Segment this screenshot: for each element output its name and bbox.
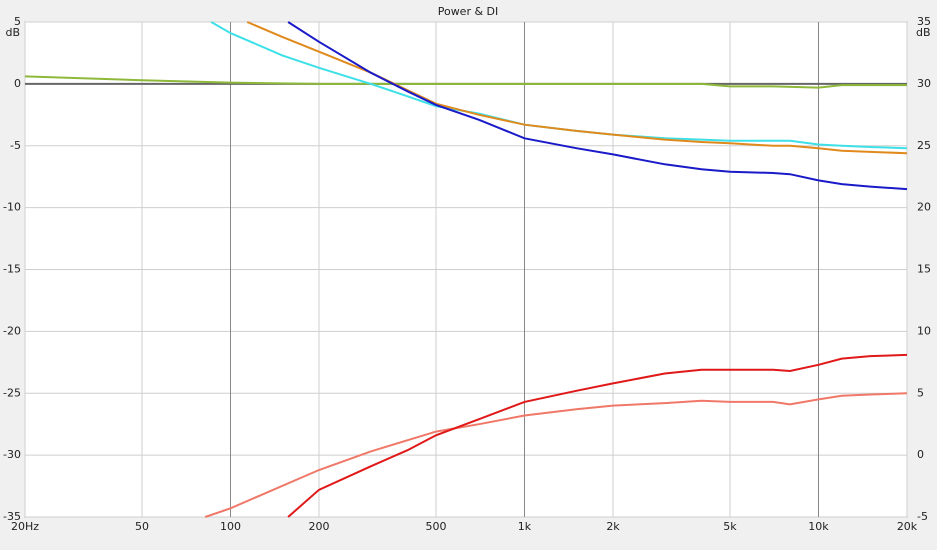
- x-tick-label: 100: [220, 520, 241, 533]
- y2-tick-label: 5: [917, 386, 924, 399]
- y-tick-label: -25: [3, 386, 21, 399]
- x-tick-label: 2k: [606, 520, 620, 533]
- y2-tick-label: 10: [917, 324, 931, 337]
- x-tick-label: 200: [309, 520, 330, 533]
- x-tick-label: 10k: [808, 520, 829, 533]
- y-tick-label: -30: [3, 448, 21, 461]
- series-line: [24, 75, 907, 89]
- series-line: [287, 21, 908, 191]
- x-tick-label: 5k: [723, 520, 737, 533]
- chart-title: Power & DI: [438, 5, 499, 18]
- y2-tick-label: 20: [917, 201, 931, 214]
- y-axis-label: dB: [5, 26, 20, 39]
- x-tick-label: 1k: [518, 520, 532, 533]
- y2-tick-label: -5: [917, 510, 928, 523]
- y2-tick-label: 25: [917, 139, 931, 152]
- y2-tick-label: 30: [917, 77, 931, 90]
- x-tick-label: 20k: [897, 520, 918, 533]
- y-tick-label: -10: [3, 201, 21, 214]
- y2-tick-label: 15: [917, 263, 931, 276]
- y-tick-label: 0: [14, 77, 21, 90]
- series-line: [204, 392, 908, 518]
- series-line: [287, 353, 908, 518]
- y-tick-label: -15: [3, 263, 21, 276]
- y2-tick-label: 35: [917, 15, 931, 28]
- y-tick-label: 5: [14, 15, 21, 28]
- y-tick-label: -35: [3, 510, 21, 523]
- x-tick-label: 500: [425, 520, 446, 533]
- x-tick-label: 50: [135, 520, 149, 533]
- y-tick-label: -20: [3, 324, 21, 337]
- y-tick-label: -5: [10, 139, 21, 152]
- y2-tick-label: 0: [917, 448, 924, 461]
- y2-axis-label: dB: [916, 26, 931, 39]
- x-tick-label: 20Hz: [11, 520, 39, 533]
